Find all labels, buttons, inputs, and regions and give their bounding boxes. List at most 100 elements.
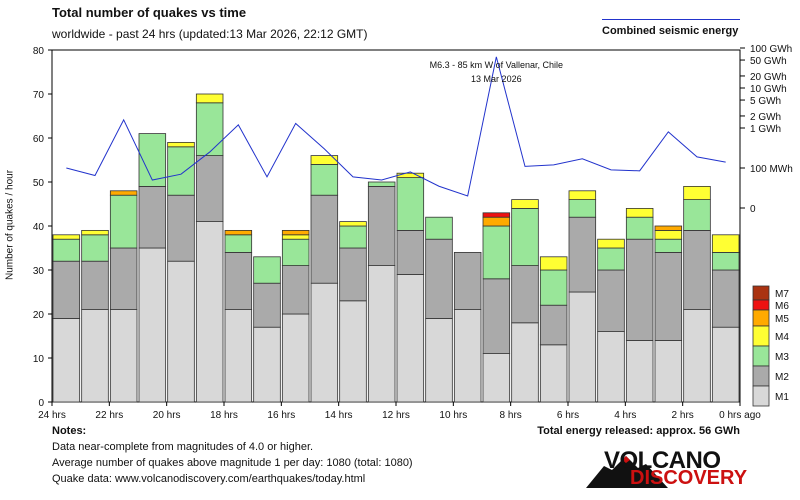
energy-legend-label: Combined seismic energy (602, 25, 739, 37)
bar-segment-m4 (339, 221, 367, 227)
bar-segment-m2 (224, 251, 253, 310)
bar-segment-m3 (253, 256, 281, 284)
bar-segment-m4 (310, 155, 339, 165)
bar-segment-m1 (511, 322, 539, 403)
energy-tick-label: 50 GWh (750, 56, 787, 67)
y-tick-label: 0 (38, 398, 44, 409)
logo-text-discovery: DISCOVERY (630, 467, 748, 489)
bar-segment-m3 (339, 225, 367, 249)
bar-segment-m2 (654, 251, 683, 341)
bar-segment-m4 (81, 229, 109, 236)
bar-segment-m1 (482, 353, 511, 403)
bar-segment-m3 (138, 133, 167, 187)
note-line-2: Average number of quakes above magnitude… (52, 457, 413, 469)
x-tick-label: 10 hrs (439, 410, 467, 420)
bar-segment-m1 (425, 317, 453, 403)
bar-segment-m2 (711, 269, 740, 328)
legend-swatch-m4 (752, 325, 770, 347)
x-tick-label: 16 hrs (267, 410, 295, 420)
bar-segment-m1 (339, 300, 367, 403)
bar-segment-m2 (396, 229, 425, 275)
bar-segment-m1 (81, 309, 109, 403)
x-tick-label: 8 hrs (500, 410, 522, 420)
legend-swatch-m2 (752, 365, 770, 387)
bar-segment-m3 (683, 199, 711, 231)
bar-segment-m3 (167, 146, 195, 196)
volcano-logo-icon[interactable] (586, 448, 786, 492)
bar-segment-m4 (511, 199, 539, 209)
note-line-3: Quake data: www.volcanodiscovery.com/ear… (52, 473, 366, 485)
bar-segment-m2 (167, 194, 195, 262)
total-energy-label: Total energy released: approx. 56 GWh (537, 425, 740, 437)
bar-segment-m5 (109, 190, 138, 196)
bar-segment-m2 (482, 278, 511, 354)
energy-tick-label: 0 (750, 204, 756, 215)
bar-segment-m3 (224, 234, 253, 253)
bar-segment-m1 (138, 247, 167, 403)
bar-segment-m2 (310, 194, 339, 284)
bar-segment-m1 (683, 309, 711, 403)
bar-segment-m2 (568, 216, 597, 293)
bar-segment-m3 (195, 102, 224, 157)
bar-segment-m1 (310, 282, 339, 403)
energy-tick-label: 20 GWh (750, 72, 787, 83)
bar-segment-m1 (396, 273, 425, 403)
bar-segment-m2 (195, 155, 224, 223)
bar-segment-m3 (310, 163, 339, 196)
bar-segment-m4 (281, 234, 310, 240)
y-tick-label: 60 (33, 134, 45, 145)
bar-segment-m1 (597, 331, 625, 403)
energy-tick-label: 2 GWh (750, 112, 781, 123)
bar-segment-m3 (81, 234, 109, 262)
bar-segment-m2 (109, 247, 138, 310)
bar-segment-m3 (281, 238, 310, 266)
y-tick-label: 20 (33, 310, 45, 321)
energy-tick-label: 100 MWh (750, 164, 793, 175)
note-line-1: Data near-complete from magnitudes of 4.… (52, 441, 314, 453)
bar-segment-m5 (281, 229, 310, 236)
bar-segment-m3 (597, 247, 625, 271)
bar-segment-m1 (654, 339, 683, 403)
bar-segment-m1 (453, 309, 482, 403)
legend-swatch-m6 (752, 299, 770, 311)
bar-segment-m1 (195, 221, 224, 403)
chart-title: Total number of quakes vs time (52, 5, 247, 20)
legend-label-m7: M7 (775, 289, 789, 300)
bar-segment-m1 (539, 344, 568, 403)
bar-segment-m2 (339, 247, 367, 302)
bar-segment-m2 (138, 185, 167, 249)
bar-segment-m3 (396, 177, 425, 231)
bar-segment-m4 (52, 234, 81, 240)
bar-segment-m5 (654, 225, 683, 231)
bar-segment-m2 (81, 260, 109, 311)
bar-segment-m4 (683, 185, 711, 200)
bar-segment-m3 (109, 194, 138, 249)
bar-segment-m2 (625, 238, 654, 341)
bar-segment-m2 (453, 251, 482, 310)
bar-segment-m3 (625, 216, 654, 240)
y-tick-label: 30 (33, 266, 45, 277)
x-tick-label: 14 hrs (325, 410, 353, 420)
bar-segment-m5 (224, 229, 253, 236)
bar-segment-m2 (597, 269, 625, 332)
legend-label-m5: M5 (775, 314, 789, 325)
bar-segment-m4 (711, 234, 740, 253)
bar-segment-m3 (568, 199, 597, 218)
legend-label-m4: M4 (775, 332, 789, 343)
chart-subtitle: worldwide - past 24 hrs (updated:13 Mar … (52, 27, 368, 41)
y-tick-label: 10 (33, 354, 45, 365)
x-tick-label: 4 hrs (614, 410, 636, 420)
bar-segment-m6 (482, 212, 511, 218)
x-tick-label: 22 hrs (95, 410, 123, 420)
bar-segment-m1 (109, 309, 138, 403)
y-tick-label: 70 (33, 90, 45, 101)
bar-segment-m3 (367, 181, 396, 187)
bar-segment-m4 (625, 207, 654, 218)
bar-segment-m3 (511, 207, 539, 266)
bar-segment-m4 (539, 256, 568, 271)
bar-segment-m2 (511, 265, 539, 324)
bar-segment-m2 (52, 260, 81, 319)
legend-swatch-m5 (752, 309, 770, 327)
y-tick-label: 50 (33, 178, 45, 189)
legend-label-m6: M6 (775, 301, 789, 312)
